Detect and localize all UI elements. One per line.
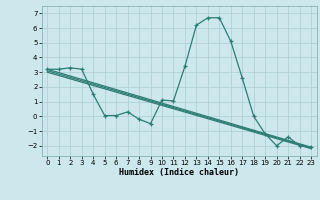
X-axis label: Humidex (Indice chaleur): Humidex (Indice chaleur) [119,168,239,177]
